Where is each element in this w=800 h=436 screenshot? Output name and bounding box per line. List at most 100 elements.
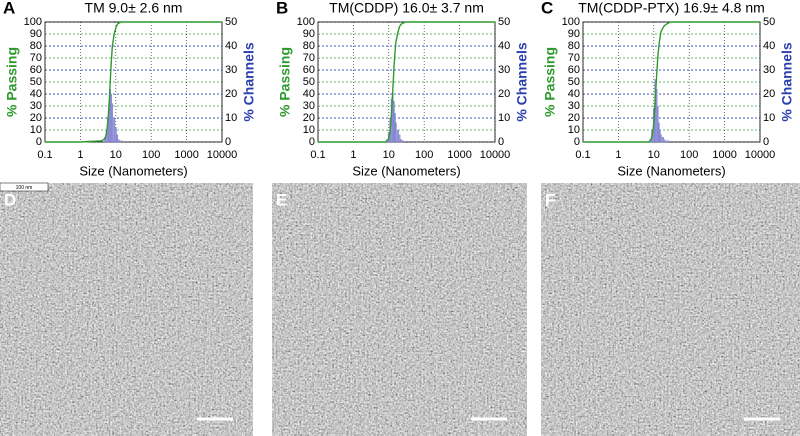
x-tick-label: 1000 [447, 149, 471, 161]
y2-axis-label: % Channels [779, 42, 795, 122]
x-tick-label: 10000 [207, 149, 238, 161]
y2-axis-label: % Channels [241, 42, 257, 122]
y-tick-label: 20 [303, 112, 315, 124]
y-tick-label: 100 [24, 16, 42, 28]
y-tick-label: 0 [309, 136, 315, 148]
y-tick-label: 60 [30, 64, 42, 76]
y2-tick-label: 50 [225, 16, 237, 28]
y-tick-label: 90 [30, 28, 42, 40]
image-texture [272, 183, 527, 436]
histogram-bar [658, 122, 660, 143]
histogram-bar [400, 139, 402, 143]
scale-text: 100 nm [16, 185, 33, 191]
chart: C TM(CDDP-PTX) 16.9± 4.8 nm01020304050607… [541, 0, 795, 178]
x-tick-label: 1 [615, 149, 621, 161]
y2-tick-label: 10 [498, 112, 510, 124]
y-tick-label: 40 [303, 88, 315, 100]
y2-axis-label: % Channels [514, 42, 530, 122]
chart-title: TM(CDDP) 16.0± 3.7 nm [329, 0, 484, 16]
x-tick-label: 1000 [712, 149, 736, 161]
y-tick-label: 10 [303, 124, 315, 136]
image-label: E [276, 190, 287, 209]
y2-tick-label: 30 [763, 64, 775, 76]
x-tick-label: 0.1 [310, 149, 325, 161]
y2-tick-label: 20 [225, 88, 237, 100]
histogram-bar [666, 140, 670, 143]
x-tick-label: 10000 [745, 149, 776, 161]
histogram-bar [398, 134, 401, 143]
x-tick-label: 100 [680, 149, 698, 161]
x-axis-label: Size (Nanometers) [352, 163, 460, 178]
y2-tick-label: 30 [225, 64, 237, 76]
cumulative-line [583, 21, 760, 143]
image-texture [541, 183, 800, 436]
y-axis-label: % Passing [542, 47, 558, 117]
y-tick-label: 10 [568, 124, 580, 136]
y2-tick-label: 10 [225, 112, 237, 124]
cumulative-line [318, 21, 495, 143]
x-tick-label: 1 [350, 149, 356, 161]
y-tick-label: 90 [568, 28, 580, 40]
chart-title: TM 9.0± 2.6 nm [85, 0, 183, 16]
y-tick-label: 70 [568, 52, 580, 64]
x-tick-label: 100 [415, 149, 433, 161]
scale-box [0, 182, 49, 192]
y-tick-label: 50 [568, 76, 580, 88]
x-axis-label: Size (Nanometers) [79, 163, 187, 178]
x-tick-label: 10000 [480, 149, 511, 161]
y2-tick-label: 0 [498, 136, 504, 148]
y-axis-label: % Passing [4, 47, 20, 117]
tem-image: F [541, 183, 800, 436]
histogram-bar [655, 89, 658, 143]
x-tick-label: 10 [110, 149, 122, 161]
chart: A TM 9.0± 2.6 nm0102030405060708090100010… [3, 0, 257, 178]
x-tick-label: 1 [77, 149, 83, 161]
histogram-bar [393, 101, 395, 143]
x-tick-label: 0.1 [575, 149, 590, 161]
y-tick-label: 80 [303, 40, 315, 52]
histogram-bar [117, 139, 120, 143]
y-tick-label: 70 [30, 52, 42, 64]
x-tick-label: 0.1 [37, 149, 52, 161]
y-tick-label: 100 [562, 16, 580, 28]
y-tick-label: 10 [30, 124, 42, 136]
x-axis-label: Size (Nanometers) [617, 163, 725, 178]
y-tick-label: 30 [568, 100, 580, 112]
histogram-bar [657, 105, 659, 143]
panel-label: C [541, 0, 553, 17]
histogram-bar [660, 134, 662, 143]
chart-title: TM(CDDP-PTX) 16.9± 4.8 nm [578, 0, 765, 16]
panel-label: A [3, 0, 15, 17]
y2-tick-label: 10 [763, 112, 775, 124]
y-tick-label: 40 [568, 88, 580, 100]
y-tick-label: 0 [36, 136, 42, 148]
y-tick-label: 40 [30, 88, 42, 100]
y2-tick-label: 40 [225, 40, 237, 52]
y2-tick-label: 20 [763, 88, 775, 100]
image-label: D [4, 190, 16, 209]
y2-tick-label: 30 [498, 64, 510, 76]
y-tick-label: 30 [30, 100, 42, 112]
y2-tick-label: 40 [763, 40, 775, 52]
x-tick-label: 100 [142, 149, 160, 161]
y-tick-label: 60 [568, 64, 580, 76]
y-tick-label: 60 [303, 64, 315, 76]
histogram-bar [114, 127, 117, 143]
y-tick-label: 50 [303, 76, 315, 88]
cumulative-line [45, 21, 222, 143]
histogram-bar [401, 140, 405, 143]
y-tick-label: 70 [303, 52, 315, 64]
image-texture [0, 183, 253, 436]
image-label: F [545, 190, 555, 209]
histogram-bar [396, 129, 399, 143]
x-tick-label: 1000 [174, 149, 198, 161]
chart: B TM(CDDP) 16.0± 3.7 nm010203040506070809… [276, 0, 530, 178]
histogram-bar [113, 117, 116, 143]
histogram-bar [111, 103, 114, 143]
y-tick-label: 90 [303, 28, 315, 40]
histogram-bar [116, 134, 119, 143]
y2-tick-label: 0 [225, 136, 231, 148]
panel-label: B [276, 0, 288, 17]
y-tick-label: 0 [574, 136, 580, 148]
